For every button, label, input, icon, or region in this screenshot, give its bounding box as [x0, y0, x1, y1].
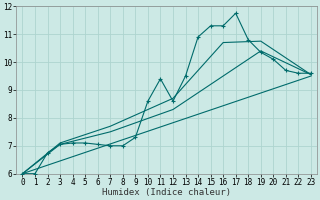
- X-axis label: Humidex (Indice chaleur): Humidex (Indice chaleur): [102, 188, 231, 197]
